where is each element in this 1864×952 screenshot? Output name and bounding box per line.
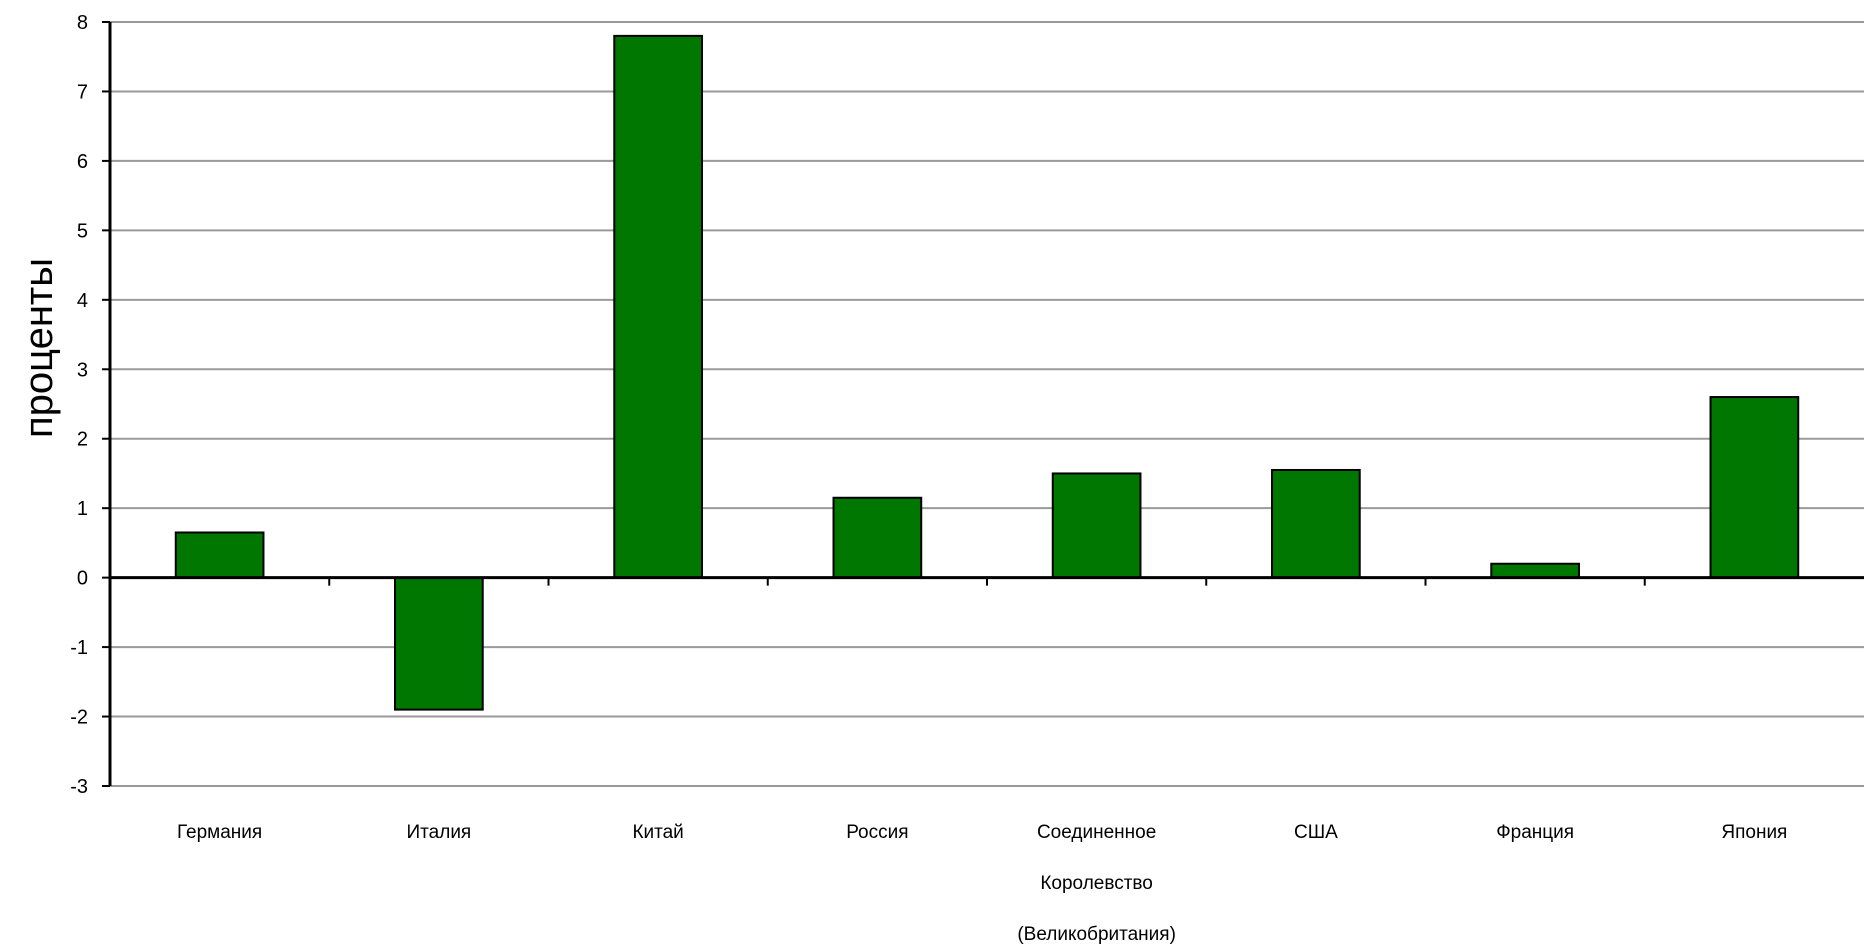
y-tick-label: 0 (77, 568, 88, 590)
x-category-label-line: (Великобритания) (1017, 924, 1176, 945)
y-tick-label: 5 (77, 220, 88, 242)
bar (1051, 472, 1142, 579)
y-tick-label: -1 (70, 637, 88, 659)
bar (1271, 468, 1361, 579)
x-category-label-line: Соединенное (1037, 822, 1156, 843)
bar (1709, 396, 1800, 579)
y-tick-label: 6 (77, 151, 88, 173)
y-tick-label: -2 (70, 707, 88, 729)
x-category-label: Германия (177, 822, 262, 843)
y-tick-labels: 8 7 6 5 4 3 2 1 0 -1 -2 -3 (70, 12, 88, 798)
x-category-label: Италия (407, 822, 472, 843)
x-category-label-line: Япония (1721, 822, 1787, 843)
y-axis-label: проценты (17, 258, 61, 438)
axes (102, 21, 1864, 787)
x-category-label: Соединенное Королевство (Великобритания) (1017, 822, 1176, 945)
y-tick-label: 7 (77, 81, 88, 103)
x-category-label-line: Франция (1496, 822, 1574, 843)
x-category-label-line: Россия (846, 822, 908, 843)
y-tick-label: 4 (77, 290, 88, 312)
x-category-label: Франция (1496, 822, 1574, 843)
bar (613, 34, 703, 579)
y-tick-label: 1 (77, 498, 88, 520)
x-category-label: Япония (1721, 822, 1787, 843)
y-tick-label: 3 (77, 359, 88, 381)
gridlines (110, 21, 1864, 787)
y-tick-label: 8 (77, 12, 88, 34)
x-category-label: Китай (632, 822, 683, 843)
x-category-label-line: Королевство (1040, 873, 1153, 894)
x-category-label: США (1294, 822, 1338, 843)
x-category-labels: Германия Италия Китай Россия Соединенное Коро… (177, 822, 1787, 945)
x-category-label: Россия (846, 822, 908, 843)
bar (174, 531, 265, 579)
x-category-label-line: США (1294, 822, 1338, 843)
bar (1490, 562, 1580, 579)
y-tick-label: -3 (70, 776, 88, 798)
y-tick-label: 2 (77, 429, 88, 451)
x-category-label-line: Италия (407, 822, 472, 843)
bar (832, 496, 923, 579)
bar (394, 576, 484, 711)
x-category-label-line: Китай (632, 822, 683, 843)
bars (174, 34, 1800, 711)
x-category-label-line: Германия (177, 822, 262, 843)
